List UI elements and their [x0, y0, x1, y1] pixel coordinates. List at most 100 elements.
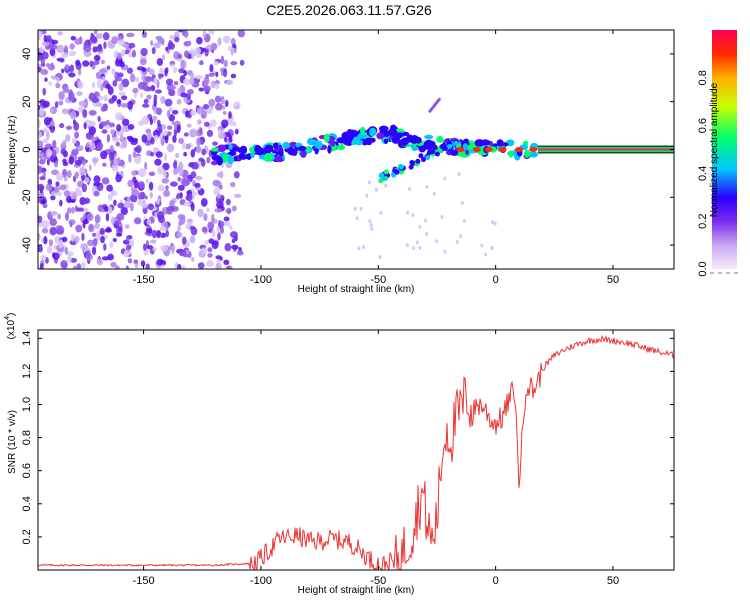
- track-blob: [264, 144, 274, 153]
- noise-blob: [214, 83, 220, 90]
- tail-blob: [378, 255, 382, 260]
- noise-blob: [86, 213, 94, 222]
- noise-blob: [203, 79, 209, 86]
- x-tick-label: -100: [250, 274, 272, 286]
- noise-blob: [159, 67, 164, 75]
- noise-blob: [156, 258, 164, 266]
- noise-blob: [129, 73, 136, 83]
- noise-blob: [176, 124, 181, 133]
- noise-blob: [201, 148, 206, 156]
- noise-blob: [132, 87, 139, 94]
- noise-blob: [92, 238, 98, 246]
- noise-blob: [96, 79, 103, 89]
- track-blob: [274, 155, 283, 163]
- snr-x-axis-title: Height of straight line (km): [298, 585, 415, 596]
- track-blob: [354, 139, 364, 146]
- track-blob: [234, 145, 240, 152]
- noise-blob: [208, 98, 216, 107]
- noise-blob: [38, 104, 41, 111]
- noise-blob: [213, 60, 219, 66]
- noise-blob: [50, 44, 58, 50]
- noise-blob: [183, 201, 191, 207]
- tail-blob: [379, 210, 383, 215]
- y-tick-label: 1.2: [21, 364, 33, 379]
- noise-blob: [143, 98, 149, 105]
- noise-blob: [94, 222, 100, 230]
- noise-blob: [152, 246, 157, 252]
- noise-blob: [50, 195, 56, 201]
- noise-blob: [206, 156, 211, 164]
- noise-blob: [50, 107, 55, 113]
- noise-blob: [78, 68, 82, 76]
- track-blob: [391, 136, 401, 144]
- noise-blob: [67, 254, 72, 263]
- noise-blob: [78, 145, 84, 151]
- tail-blob: [353, 206, 357, 211]
- track-blob: [263, 153, 273, 162]
- snr-y-multiplier: (x104): [4, 313, 17, 340]
- noise-blob: [187, 89, 194, 95]
- snr-frame: [37, 329, 675, 571]
- noise-blob: [106, 184, 113, 192]
- noise-blob: [101, 129, 108, 134]
- noise-blob: [80, 243, 89, 251]
- tail-blob: [424, 218, 428, 223]
- noise-blob: [117, 72, 124, 78]
- noise-blob: [100, 150, 108, 160]
- noise-blob: [49, 211, 58, 216]
- noise-blob: [156, 107, 163, 116]
- tail-blob: [455, 240, 459, 245]
- tail-blob: [462, 218, 466, 223]
- noise-blob: [92, 232, 97, 237]
- noise-blob: [232, 43, 237, 49]
- noise-blob: [56, 76, 60, 84]
- noise-blob: [177, 53, 182, 60]
- noise-blob: [199, 139, 204, 145]
- noise-blob: [103, 94, 108, 102]
- noise-blob: [82, 219, 89, 225]
- noise-blob: [71, 149, 79, 156]
- noise-blob: [196, 137, 201, 147]
- noise-blob: [104, 205, 109, 213]
- tail-blob: [362, 245, 366, 250]
- noise-blob: [200, 109, 208, 119]
- noise-blob: [46, 130, 50, 140]
- tail-blob: [440, 215, 444, 220]
- track-blob: [327, 145, 332, 154]
- snr-y-ticks: 0.2 0.4 0.6 0.8 1.0 1.2 1.4: [21, 331, 674, 545]
- noise-blob: [223, 259, 230, 265]
- noise-blob: [75, 59, 81, 66]
- noise-blob: [58, 91, 65, 101]
- noise-blob: [231, 205, 237, 212]
- tail-blob: [457, 172, 461, 177]
- noise-blob: [210, 160, 218, 166]
- svg-text:(x104): (x104): [4, 313, 17, 340]
- noise-blob: [225, 79, 234, 86]
- tail-blob: [425, 185, 429, 190]
- noise-blob: [175, 194, 180, 200]
- noise-blob: [196, 108, 203, 115]
- noise-blob: [222, 35, 231, 43]
- noise-blob: [38, 191, 44, 198]
- branch-blob: [383, 169, 389, 175]
- tail-blob: [408, 186, 412, 191]
- noise-blob: [157, 215, 165, 224]
- track-blob: [401, 131, 410, 137]
- noise-blob: [173, 81, 179, 86]
- noise-blob: [89, 60, 94, 67]
- noise-blob: [171, 63, 175, 68]
- track-blob: [450, 149, 459, 156]
- noise-blob: [239, 59, 245, 66]
- noise-blob: [48, 239, 54, 247]
- track-blob: [211, 147, 219, 152]
- branch-blob: [415, 158, 421, 164]
- noise-blob: [76, 263, 82, 269]
- noise-blob: [217, 37, 222, 46]
- noise-blob: [59, 58, 65, 63]
- noise-blob: [45, 183, 52, 192]
- noise-blob: [59, 184, 67, 191]
- track-blob: [314, 140, 323, 149]
- noise-blob: [227, 207, 232, 215]
- noise-blob: [127, 32, 135, 37]
- noise-blob: [69, 221, 73, 228]
